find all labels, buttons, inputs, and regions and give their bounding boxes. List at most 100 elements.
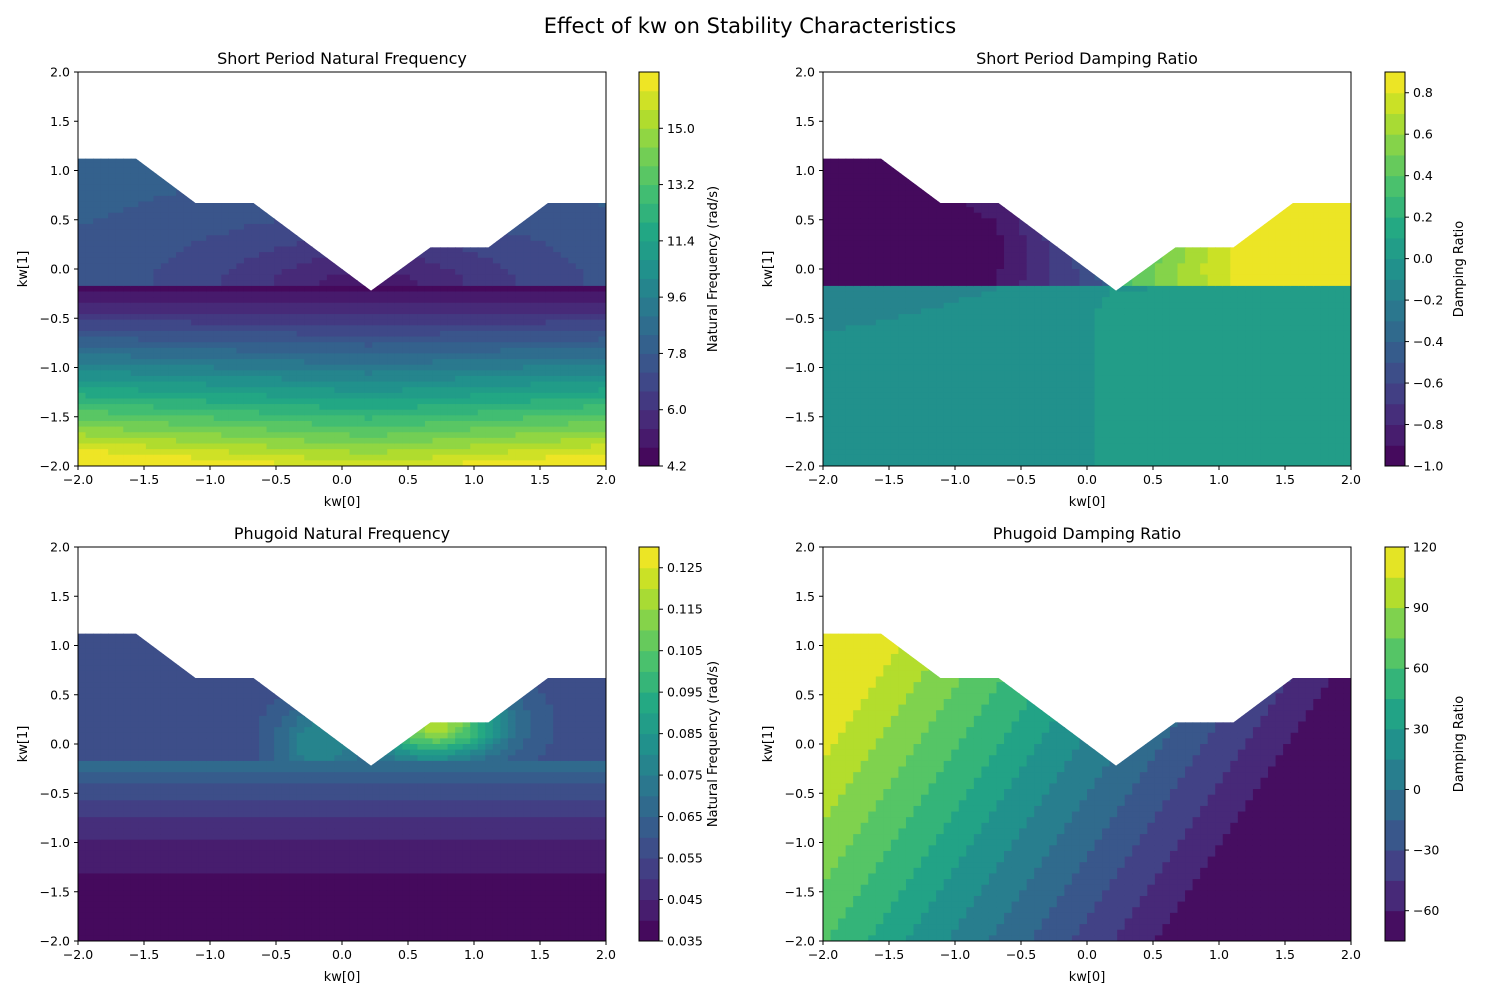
contour-cell	[485, 353, 494, 360]
contour-cell	[530, 415, 539, 422]
contour-cell	[523, 178, 532, 186]
contour-cell	[583, 449, 592, 456]
contour-cell	[160, 190, 170, 197]
contour-cell	[296, 387, 305, 394]
contour-cell	[108, 218, 117, 225]
contour-cell	[108, 314, 117, 321]
contour-cell	[553, 190, 562, 197]
contour-cell	[228, 460, 237, 466]
contour-cell	[100, 330, 109, 338]
contour-cell	[243, 229, 253, 236]
contour-cell	[259, 78, 267, 84]
contour-cell	[304, 426, 313, 433]
contour-cell	[78, 167, 87, 174]
contour-cell	[500, 325, 509, 332]
contour-cell	[372, 437, 381, 445]
contour-cell	[433, 111, 441, 117]
contour-cell	[409, 162, 419, 169]
contour-cell	[228, 370, 237, 377]
contour-cell	[470, 158, 479, 163]
contour-cell	[236, 212, 245, 219]
contour-cell	[115, 195, 124, 203]
contour-cell	[251, 269, 260, 276]
contour-cell	[259, 158, 268, 163]
contour-cell	[538, 319, 547, 326]
contour-cell	[349, 330, 358, 338]
contour-cell	[221, 173, 230, 180]
contour-cell	[236, 123, 244, 129]
contour-cell	[176, 449, 185, 456]
contour-cell	[297, 95, 305, 101]
contour-cell	[477, 454, 486, 461]
contour-cell	[387, 359, 396, 366]
contour-cell	[477, 240, 486, 248]
contour-cell	[410, 72, 418, 78]
contour-cell	[545, 308, 554, 315]
contour-cell	[130, 364, 139, 371]
contour-cell	[470, 111, 478, 117]
contour-cell	[492, 381, 501, 388]
contour-cell	[364, 325, 373, 332]
contour-cell	[176, 330, 185, 338]
contour-cell	[206, 240, 215, 248]
contour-cell	[259, 336, 268, 343]
contour-cell	[108, 387, 117, 394]
contour-cell	[100, 178, 109, 186]
contour-cell	[432, 353, 441, 360]
contour-cell	[115, 420, 124, 428]
contour-cell	[440, 235, 449, 242]
contour-cell	[100, 398, 109, 405]
contour-cell	[130, 432, 139, 439]
contour-cell	[130, 218, 139, 225]
contour-cell	[274, 370, 283, 377]
contour-cell	[161, 83, 169, 89]
contour-cell	[236, 83, 244, 89]
contour-cell	[236, 398, 245, 405]
contour-cell	[176, 83, 184, 89]
contour-cell	[153, 449, 162, 456]
contour-cell	[387, 415, 396, 422]
contour-cell	[267, 123, 275, 129]
contour-cell	[470, 437, 479, 445]
contour-cell	[500, 100, 508, 106]
contour-cell	[485, 246, 494, 253]
contour-cell	[304, 398, 313, 405]
contour-cell	[583, 308, 592, 315]
contour-cell	[560, 235, 569, 242]
contour-cell	[213, 437, 222, 445]
contour-cell	[289, 184, 298, 191]
contour-cell	[153, 184, 162, 191]
contour-cell	[93, 342, 102, 349]
contour-cell	[470, 246, 479, 253]
contour-cell	[395, 95, 403, 101]
contour-cell	[168, 257, 177, 264]
contour-cell	[206, 128, 214, 134]
contour-cell	[281, 426, 290, 433]
contour-cell	[236, 162, 245, 169]
contour-cell	[251, 415, 260, 422]
contour-cell	[342, 336, 351, 343]
contour-cell	[274, 420, 283, 428]
contour-cell	[168, 392, 177, 400]
contour-cell	[395, 89, 403, 95]
contour-cell	[274, 347, 283, 355]
contour-cell	[485, 330, 494, 338]
contour-cell	[357, 314, 366, 321]
contour-cell	[568, 235, 577, 242]
contour-cell	[259, 302, 268, 309]
contour-cell	[304, 111, 312, 117]
contour-cell	[160, 223, 170, 231]
contour-cell	[138, 297, 147, 304]
contour-cell	[409, 274, 419, 281]
contour-cell	[311, 359, 320, 366]
contour-cell	[289, 314, 298, 321]
contour-cell	[598, 123, 606, 129]
contour-cell	[130, 443, 139, 450]
contour-cell	[440, 449, 449, 456]
contour-cell	[440, 347, 449, 355]
contour-cell	[424, 454, 434, 461]
contour-cell	[184, 78, 192, 84]
contour-cell	[138, 336, 147, 343]
contour-cell	[243, 223, 253, 231]
contour-cell	[417, 252, 426, 259]
